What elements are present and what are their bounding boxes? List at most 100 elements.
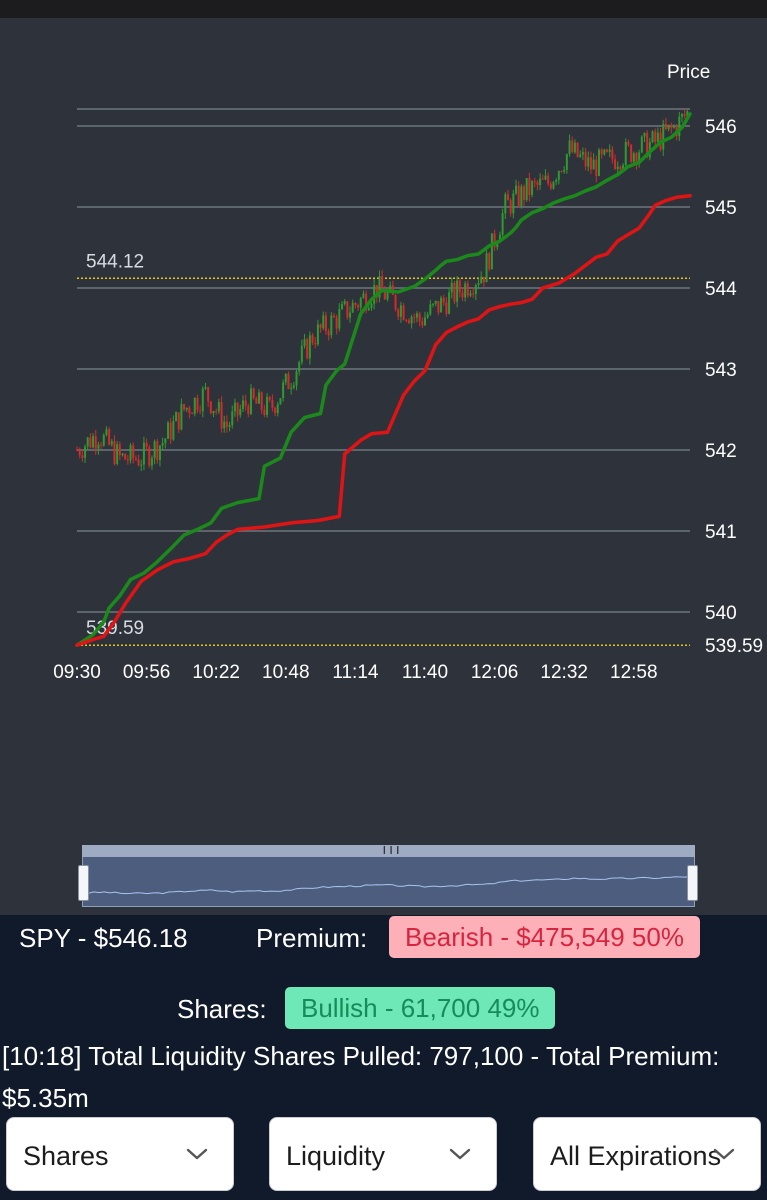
candle-body	[536, 181, 539, 186]
liquidity-dropdown[interactable]: Liquidity	[269, 1117, 497, 1191]
candle-body	[207, 387, 210, 402]
candle-body	[156, 441, 159, 460]
x-tick-label: 10:48	[262, 662, 310, 683]
candle-body	[635, 153, 638, 164]
candle-body	[458, 280, 461, 293]
candle-body	[560, 171, 563, 173]
candle-body	[185, 407, 188, 410]
candle-body	[469, 293, 472, 296]
candle-body	[233, 402, 236, 412]
candle-body	[260, 392, 263, 410]
candle-body	[102, 435, 105, 446]
range-navigator[interactable]: ❙❙❙	[78, 843, 699, 911]
navigator-handle-left[interactable]	[78, 865, 89, 901]
navigator-handle-right[interactable]	[687, 865, 698, 901]
candle-body	[249, 388, 252, 415]
y-tick-label: 543	[705, 360, 737, 381]
candle-body	[359, 298, 362, 308]
candle-body	[680, 114, 683, 117]
liquidity-summary: [10:18] Total Liquidity Shares Pulled: 7…	[2, 1041, 720, 1113]
candle-body	[188, 407, 191, 414]
candle-body	[367, 308, 370, 311]
candle-body	[656, 132, 659, 142]
candle-body	[509, 200, 512, 214]
candle-body	[432, 303, 435, 305]
navigator-scrollbar[interactable]	[82, 845, 695, 857]
candle-body	[332, 315, 335, 318]
candle-body	[549, 183, 552, 189]
candle-body	[456, 280, 459, 302]
x-tick-label: 09:56	[123, 662, 171, 683]
candle-body	[92, 436, 95, 448]
candle-body	[386, 292, 389, 300]
candle-body	[413, 316, 416, 318]
candle-body	[228, 425, 231, 427]
candle-body	[402, 305, 405, 320]
candle-body	[223, 421, 226, 429]
candle-body	[252, 388, 255, 399]
candle-body	[322, 315, 325, 329]
candle-body	[381, 275, 384, 291]
candle-body	[266, 396, 269, 416]
candle-body	[383, 290, 386, 300]
candle-body	[204, 387, 207, 389]
candle-body	[346, 301, 349, 318]
candle-body	[148, 447, 151, 466]
candle-body	[496, 242, 499, 248]
candle-body	[544, 175, 547, 180]
candle-body	[287, 373, 290, 389]
candle-body	[643, 132, 646, 137]
candle-body	[418, 313, 421, 322]
bullish-liquidity-line	[75, 112, 692, 647]
candle-body	[563, 169, 566, 172]
candle-body	[175, 412, 178, 422]
y-tick-label: 542	[705, 441, 737, 462]
y-tick-label: 545	[705, 198, 737, 219]
candle-body	[461, 292, 464, 298]
candle-body	[300, 345, 303, 363]
candle-body	[86, 437, 89, 447]
navigator-grip-icon[interactable]: ❙❙❙	[381, 845, 402, 854]
y-tick-label: 544	[705, 279, 737, 300]
candle-body	[290, 387, 293, 389]
candle-body	[672, 126, 675, 128]
candle-body	[434, 300, 437, 304]
candle-body	[662, 123, 665, 150]
candle-body	[191, 413, 194, 415]
candle-body	[407, 320, 410, 324]
candle-body	[584, 152, 587, 167]
candle-body	[654, 131, 657, 142]
candle-body	[472, 293, 475, 295]
candle-body	[201, 388, 204, 412]
candle-body	[284, 373, 287, 383]
candle-body	[81, 455, 84, 458]
candle-body	[515, 185, 518, 194]
candle-body	[501, 213, 504, 235]
candle-body	[196, 397, 199, 411]
candle-body	[306, 339, 309, 359]
expirations-dropdown[interactable]: All Expirations	[533, 1117, 761, 1191]
candle-body	[314, 342, 317, 345]
price-chart[interactable]: 540 541 542 543 544 545 546 Price 544.12 539.59 53…	[0, 18, 767, 915]
candle-body	[683, 114, 686, 117]
candle-body	[335, 317, 338, 329]
candle-body	[423, 317, 426, 326]
candle-body	[365, 293, 368, 311]
shares-dropdown[interactable]: Shares	[6, 1117, 234, 1191]
chevron-down-icon	[449, 1148, 471, 1160]
candle-body	[627, 141, 630, 145]
candle-body	[600, 149, 603, 155]
candle-body	[153, 441, 156, 459]
chevron-down-icon	[713, 1148, 735, 1160]
candle-body	[241, 400, 244, 409]
candle-body	[169, 422, 172, 440]
candle-body	[134, 458, 137, 460]
candle-body	[523, 186, 526, 200]
candle-body	[651, 131, 654, 142]
candle-body	[180, 404, 183, 430]
x-tick-label: 11:40	[402, 662, 448, 683]
x-tick-label: 10:22	[192, 662, 240, 683]
chart-canvas[interactable]: 540541542543544545546Price544.12539.5953…	[0, 18, 767, 915]
candle-body	[116, 444, 119, 464]
candle-body	[640, 136, 643, 153]
